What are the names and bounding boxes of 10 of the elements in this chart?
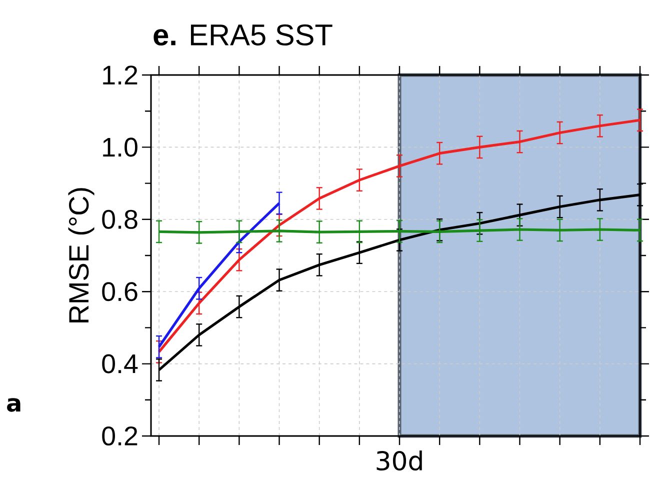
- y-axis-title: RMSE (°C): [68, 188, 94, 322]
- y-tick-label: 0.2: [102, 426, 138, 446]
- y-tick-label: 1.0: [103, 138, 138, 157]
- text: a: [7, 398, 20, 412]
- y-tick-label: 0.8: [102, 210, 138, 229]
- x-tick-label: 30d: [376, 450, 422, 471]
- y-tick-label: 0.4: [102, 354, 138, 374]
- chart-title: e. ERA5 SST: [154, 24, 332, 46]
- y-tick-label: 1.2: [103, 66, 138, 84]
- y-tick-label: 0.6: [102, 282, 138, 302]
